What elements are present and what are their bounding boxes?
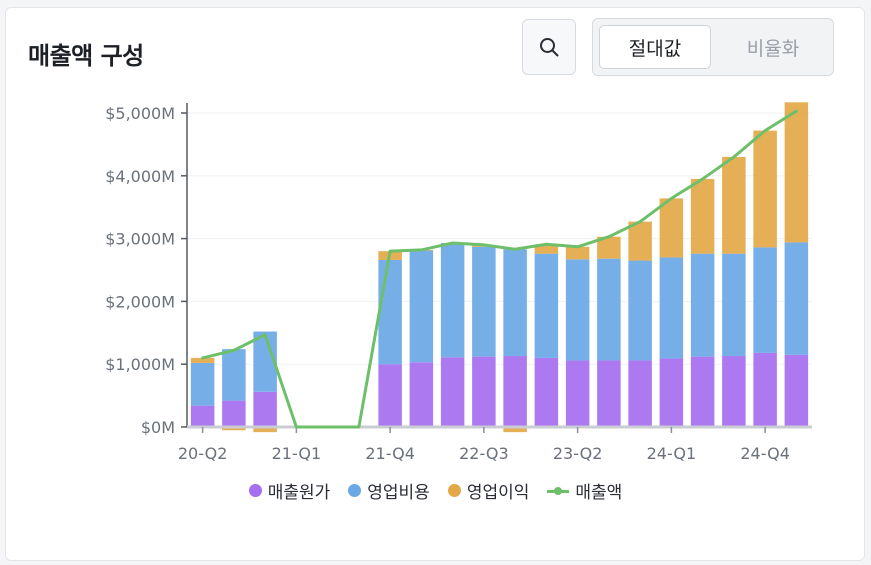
ratio-tab[interactable]: 비율화	[746, 37, 800, 60]
bar-cost-of-sales	[690, 356, 715, 427]
view-mode-toggle: 절대값 비율화	[592, 18, 834, 76]
bar-operating-expense	[378, 259, 402, 365]
bar-operating-profit	[534, 244, 559, 254]
y-tick-label: $4,000M	[105, 167, 175, 186]
bar-operating-expense	[190, 362, 215, 406]
bar-cost-of-sales	[565, 360, 590, 427]
x-tick-label: 22-Q3	[459, 444, 509, 463]
legend-item-revenue[interactable]: 매출액	[547, 478, 622, 503]
legend-marker-operating-profit	[447, 484, 461, 497]
legend-item-operating-expense[interactable]: 영업비용	[348, 478, 430, 503]
bar-operating-expense	[565, 259, 590, 361]
bar-operating-expense	[503, 249, 527, 357]
revenue-line	[201, 109, 798, 429]
bar-operating-profit	[784, 102, 809, 243]
bar-cost-of-sales	[378, 364, 402, 427]
bar-cost-of-sales	[440, 357, 465, 427]
bar-cost-of-sales	[190, 405, 215, 427]
bar-cost-of-sales	[597, 360, 621, 427]
y-tick-label: $1,000M	[105, 355, 175, 374]
x-tick-label: 21-Q1	[272, 444, 322, 463]
legend-label: 매출원가	[267, 483, 331, 503]
bar-cost-of-sales	[659, 358, 684, 427]
bar-operating-expense	[253, 331, 277, 392]
y-tick-label: $5,000M	[105, 104, 175, 123]
bar-operating-profit	[753, 130, 777, 248]
legend-item-operating-profit[interactable]: 영업이익	[447, 478, 530, 503]
search-icon	[540, 38, 559, 57]
bar-operating-expense	[628, 260, 652, 361]
x-tick-label: 20-Q2	[178, 444, 228, 463]
y-tick-label: $3,000M	[105, 230, 175, 249]
y-tick-label: $2,000M	[105, 292, 175, 311]
x-tick-label: 23-Q2	[553, 444, 603, 463]
bar-operating-profit	[690, 178, 715, 254]
bar-operating-expense	[690, 253, 715, 357]
bar-cost-of-sales	[222, 400, 246, 427]
bar-operating-expense	[784, 242, 809, 355]
x-tick-label: 21-Q4	[365, 444, 415, 463]
bar-operating-profit	[659, 198, 684, 258]
bar-operating-expense	[440, 242, 465, 358]
bar-operating-expense	[534, 253, 559, 358]
bar-cost-of-sales	[628, 360, 652, 427]
search-button[interactable]	[522, 19, 576, 75]
legend-item-cost-of-sales[interactable]: 매출원가	[248, 478, 331, 503]
bar-operating-profit-negative	[253, 427, 277, 433]
bar-operating-expense	[753, 247, 777, 353]
bar-operating-profit	[722, 156, 746, 254]
bar-operating-profit	[597, 236, 621, 259]
chart-legend: 매출원가 영업비용 영업이익 매출액	[0, 478, 871, 503]
absolute-value-tab[interactable]: 절대값	[599, 25, 711, 69]
bar-operating-profit-negative	[222, 427, 246, 431]
bar-operating-expense	[409, 250, 434, 363]
y-tick-label: $0M	[141, 418, 175, 437]
bar-operating-expense	[659, 257, 684, 359]
legend-marker-cost-of-sales	[248, 484, 262, 497]
legend-marker-revenue	[547, 485, 570, 497]
bar-cost-of-sales	[784, 354, 809, 427]
bar-operating-expense	[722, 253, 746, 357]
bar-cost-of-sales	[753, 352, 777, 427]
bar-cost-of-sales	[253, 391, 277, 427]
bar-operating-expense	[222, 349, 246, 401]
bar-cost-of-sales	[503, 356, 527, 427]
legend-marker-operating-expense	[348, 484, 362, 497]
x-tick-label: 24-Q4	[740, 444, 790, 463]
bar-operating-profit	[628, 221, 652, 261]
legend-label: 영업이익	[466, 483, 530, 503]
legend-label: 영업비용	[367, 483, 430, 503]
bar-cost-of-sales	[534, 357, 559, 427]
bar-cost-of-sales	[409, 362, 434, 427]
bar-operating-expense	[472, 246, 496, 357]
bar-operating-profit	[190, 357, 215, 363]
bar-cost-of-sales	[472, 356, 496, 427]
bar-operating-profit-negative	[503, 427, 527, 433]
x-tick-label: 24-Q1	[647, 444, 697, 463]
chart-card	[5, 7, 865, 561]
page-title: 매출액 구성	[28, 42, 144, 70]
bar-cost-of-sales	[722, 356, 746, 427]
bar-operating-expense	[597, 258, 621, 361]
bar-operating-profit	[565, 246, 590, 260]
legend-label: 매출액	[575, 483, 623, 503]
